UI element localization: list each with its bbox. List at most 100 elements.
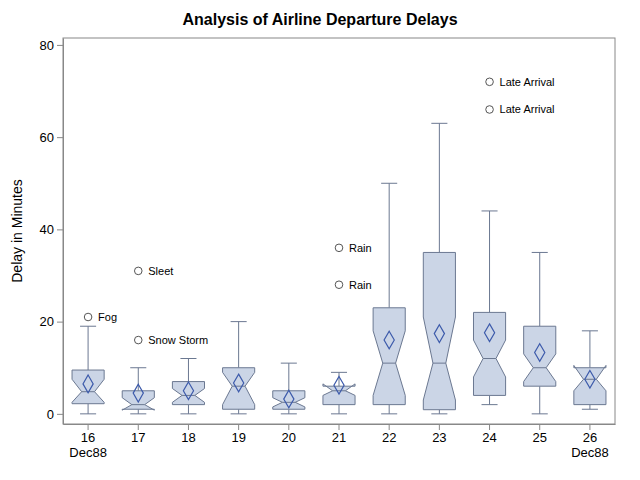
- upper-whisker: [389, 183, 390, 308]
- box-group: [273, 363, 305, 414]
- box: [72, 370, 104, 404]
- x-tick-label: 22: [382, 430, 396, 445]
- y-tick: 40: [40, 222, 63, 237]
- x-tick-label: 19: [231, 430, 245, 445]
- upper-cap: [582, 330, 598, 331]
- box-group: [473, 78, 505, 405]
- lower-whisker: [589, 405, 590, 410]
- upper-cap: [231, 321, 247, 322]
- lower-whisker: [339, 405, 340, 414]
- mean-marker: [133, 384, 143, 402]
- upper-whisker: [339, 372, 340, 386]
- x-tick-mark: [339, 424, 340, 430]
- median: [383, 363, 396, 364]
- upper-cap: [130, 367, 146, 368]
- x-tick: 21: [332, 424, 346, 445]
- lower-cap: [281, 413, 297, 414]
- outlier-label: Late Arrival: [500, 76, 555, 88]
- upper-cap: [281, 363, 297, 364]
- y-tick: 80: [40, 38, 63, 53]
- y-axis: 020406080: [40, 38, 64, 425]
- y-tick-mark: [57, 322, 63, 323]
- lower-whisker: [489, 395, 490, 404]
- x-tick: 18: [181, 424, 195, 445]
- x-tick-mark: [539, 424, 540, 430]
- lower-whisker: [88, 404, 89, 414]
- y-tick-mark: [57, 229, 63, 230]
- title: Analysis of Airline Departure Delays: [182, 11, 457, 28]
- mean-marker: [334, 376, 344, 394]
- lower-cap: [180, 413, 196, 414]
- outlier: [134, 267, 142, 275]
- mean-marker: [535, 344, 545, 362]
- x-tick-label: 24: [482, 430, 496, 445]
- box-group: [524, 252, 556, 413]
- outlier-label: Sleet: [148, 265, 173, 277]
- box-group: [574, 331, 606, 409]
- mean-marker: [434, 325, 444, 343]
- chart: Analysis of Airline Departure DelaysDela…: [0, 0, 640, 480]
- box: [524, 326, 556, 386]
- x-tick: 16Dec88: [69, 424, 107, 460]
- outlier-label: Rain: [349, 279, 372, 291]
- mean-marker: [284, 390, 294, 408]
- y-tick-mark: [57, 45, 63, 46]
- box: [423, 252, 455, 409]
- y-axis-line: [63, 39, 64, 425]
- y-tick-label: 40: [40, 222, 54, 237]
- upper-whisker: [138, 368, 139, 391]
- upper-cap: [331, 372, 347, 373]
- outlier-label: Rain: [349, 242, 372, 254]
- x-tick-mark: [188, 424, 189, 430]
- lower-cap: [80, 413, 96, 414]
- outlier: [134, 336, 142, 344]
- outlier: [486, 78, 494, 86]
- plot-frame: [63, 38, 615, 424]
- outlier-label: Fog: [98, 311, 117, 323]
- x-tick-label: 26Dec88: [571, 430, 609, 460]
- median: [182, 395, 195, 396]
- lower-cap: [381, 413, 397, 414]
- x-tick-label: 16Dec88: [69, 430, 107, 460]
- mean-marker: [234, 374, 244, 392]
- upper-cap: [532, 252, 548, 253]
- median: [132, 404, 145, 405]
- median: [333, 390, 346, 391]
- x-tick-label: 21: [332, 430, 346, 445]
- box: [223, 368, 255, 410]
- box: [373, 308, 405, 405]
- lower-cap: [231, 413, 247, 414]
- x-tick: 19: [231, 424, 245, 445]
- upper-whisker: [288, 363, 289, 391]
- x-axis: 16Dec88 17 18 19 20 21 22 23 24 25 26Dec88: [64, 424, 616, 460]
- lower-whisker: [238, 409, 239, 414]
- lower-whisker: [188, 405, 189, 414]
- lower-whisker: [138, 409, 139, 414]
- upper-whisker: [589, 331, 590, 368]
- median: [483, 358, 496, 359]
- outlier: [486, 106, 494, 114]
- x-tick: 24: [482, 424, 496, 445]
- y-tick: 20: [40, 314, 63, 329]
- x-tick: 22: [382, 424, 396, 445]
- box: [122, 391, 154, 410]
- box-group: [72, 313, 104, 414]
- upper-whisker: [188, 359, 189, 382]
- x-tick: 25: [532, 424, 546, 445]
- lower-cap: [482, 404, 498, 405]
- box-group: [423, 123, 455, 414]
- upper-cap: [180, 358, 196, 359]
- x-tick-mark: [288, 424, 289, 430]
- upper-whisker: [439, 123, 440, 252]
- x-tick: 26Dec88: [571, 424, 609, 460]
- y-tick-label: 0: [47, 407, 54, 422]
- mean-marker: [585, 370, 595, 388]
- box-group: [323, 244, 355, 414]
- boxes: [72, 78, 606, 414]
- x-tick-mark: [589, 424, 590, 430]
- y-tick-mark: [57, 414, 63, 415]
- x-tick-label: 17: [131, 430, 145, 445]
- x-tick-label: 23: [432, 430, 446, 445]
- upper-cap: [482, 210, 498, 211]
- x-tick-label: 20: [282, 430, 296, 445]
